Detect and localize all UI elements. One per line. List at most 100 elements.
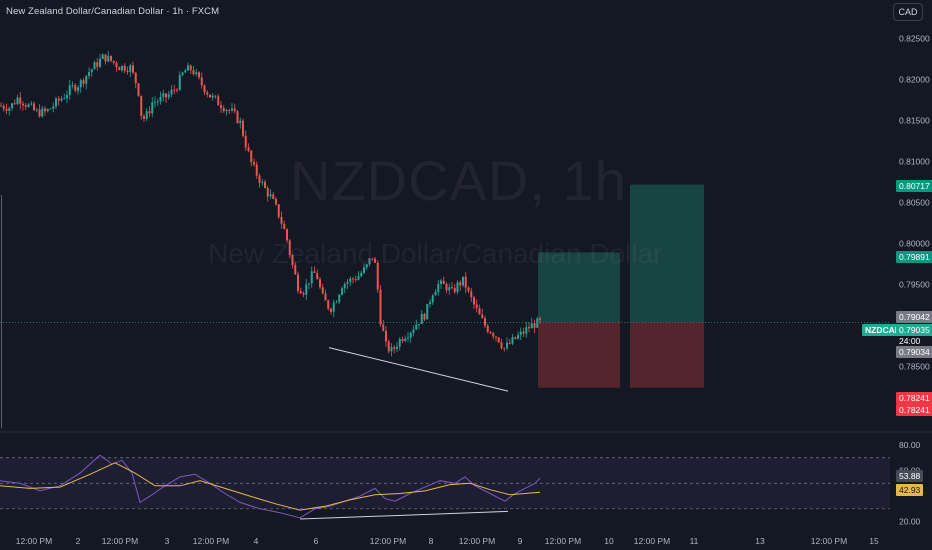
candle-body (225, 109, 228, 112)
candle-body (283, 223, 286, 230)
candle-body (522, 331, 525, 334)
candle-body (253, 162, 255, 165)
candle-body (143, 116, 145, 119)
candle-body (112, 60, 115, 63)
currency-button[interactable]: CAD (893, 3, 923, 21)
candle-body (437, 283, 440, 292)
time-axis-label: 2 (76, 536, 81, 546)
candle-body (401, 339, 404, 341)
candle-body (189, 65, 192, 71)
candle-body (445, 284, 448, 291)
candle-body (313, 271, 316, 273)
candle-body (332, 302, 335, 312)
candle-body (456, 282, 459, 293)
candle-body (330, 308, 332, 312)
candle-body (8, 108, 11, 111)
rsi-divergence-line (299, 510, 509, 520)
tp2-price-label: 0.79891 (896, 251, 932, 263)
candle-body (35, 109, 38, 111)
candle-body (217, 96, 220, 106)
candle-body (415, 324, 418, 330)
candle-body (104, 54, 107, 62)
candle-body (470, 291, 473, 298)
candle-body (132, 65, 134, 73)
open-price-label: 0.79042 (896, 311, 932, 323)
candle-body (530, 323, 533, 329)
candle-body (275, 198, 277, 205)
candle-body (453, 288, 456, 293)
candle-body (184, 70, 187, 73)
candle-body (352, 278, 354, 280)
candle-body (398, 339, 401, 347)
candle-body (140, 95, 143, 117)
candle-body (412, 329, 415, 333)
candle-body (159, 96, 162, 102)
candle-body (536, 318, 539, 328)
price-divergence-line (328, 347, 509, 392)
candle-body (376, 262, 379, 290)
candle-body (126, 70, 129, 72)
candle-body (255, 164, 258, 176)
candle-body (11, 103, 13, 109)
candle-body (88, 72, 90, 76)
candle-body (486, 325, 489, 333)
rsi-ma-line (0, 462, 541, 511)
candle-body (341, 288, 343, 295)
candle-body (233, 108, 236, 112)
candle-body (167, 94, 170, 98)
candle-body (165, 93, 167, 98)
candle-body (264, 181, 266, 188)
time-axis-label: 12:00 PM (102, 536, 138, 546)
candle-body (390, 347, 393, 352)
candle-body (16, 97, 19, 105)
candle-body (316, 272, 319, 280)
candle-body (272, 194, 275, 199)
watermark-symbol: NZDCAD, 1h (290, 149, 627, 212)
time-axis-label: 4 (254, 536, 259, 546)
candle-body (99, 58, 101, 67)
candle-body (123, 65, 126, 71)
countdown-label: 24:00 (899, 336, 921, 346)
time-axis-label: 10 (604, 536, 614, 546)
candle-body (431, 295, 434, 303)
candle-body (511, 337, 514, 344)
candle-body (192, 70, 195, 75)
candle-body (129, 65, 132, 72)
candle-body (71, 84, 74, 86)
candle-body (38, 109, 41, 117)
candle-body (96, 62, 99, 67)
candle-body (66, 95, 68, 99)
candle-body (280, 216, 283, 224)
candle-body (85, 75, 88, 84)
candle-body (68, 85, 71, 96)
rsi-axis-tick: 20.00 (899, 517, 921, 527)
candle-body (162, 93, 165, 97)
time-axis-label: 12:00 PM (545, 536, 581, 546)
candle-body (374, 258, 376, 263)
close-price-label: 0.79034 (896, 346, 932, 358)
stop-price-label-2: 0.78241 (896, 404, 932, 416)
candle-body (13, 103, 16, 105)
time-axis-label: 13 (755, 536, 765, 546)
candle-body (492, 333, 495, 337)
candle-body (49, 108, 52, 110)
candle-body (299, 291, 302, 294)
candle-body (321, 287, 324, 294)
candle-body (503, 347, 506, 349)
candle-body (244, 135, 247, 148)
candle-body (19, 97, 22, 104)
candle-body (434, 291, 437, 296)
candle-body (181, 72, 184, 76)
candle-body (310, 271, 313, 284)
candle-body (198, 72, 200, 78)
candle-body (393, 347, 396, 349)
candle-body (514, 337, 517, 339)
candle-body (286, 229, 288, 241)
candle-body (269, 194, 272, 197)
candle-body (343, 283, 346, 289)
time-axis-label: 9 (518, 536, 523, 546)
candle-body (236, 111, 239, 124)
candle-body (178, 75, 181, 90)
